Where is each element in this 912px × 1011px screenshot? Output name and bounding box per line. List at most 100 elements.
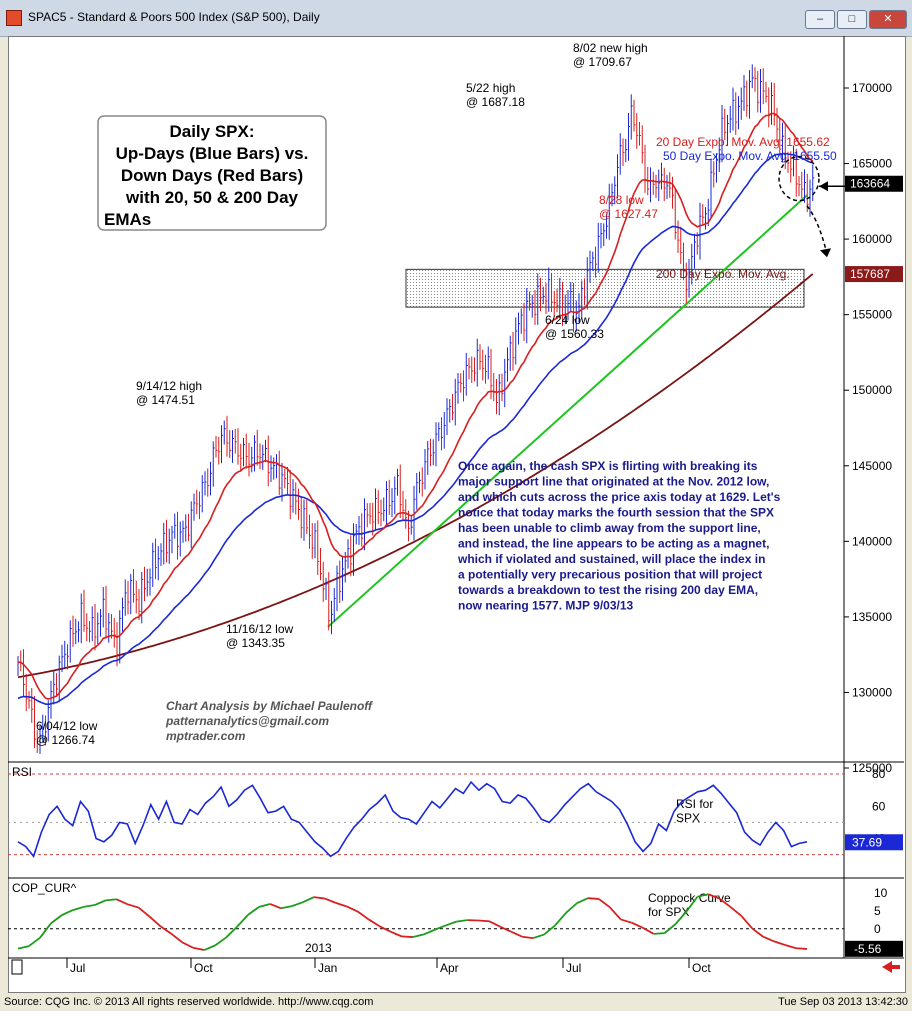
coppock-tick-label: 0 [874, 922, 881, 936]
coppock-segment [72, 905, 85, 911]
coppock-segment [390, 930, 402, 938]
chart-title: with 20, 50 & 200 Day [125, 188, 299, 207]
coppock-segment [609, 906, 622, 921]
minimize-button[interactable]: – [805, 10, 835, 29]
time-tick-label: Jul [566, 961, 581, 975]
time-tick-label: Jan [318, 961, 337, 975]
price-tick-label: 125000 [852, 761, 892, 775]
coppock-tick-label: 5 [874, 904, 881, 918]
price-tick-label: 155000 [852, 308, 892, 322]
coppock-segment [313, 896, 325, 900]
coppock-segment [116, 898, 128, 906]
rsi-tick-label: 80 [872, 767, 886, 781]
coppock-segment [214, 936, 227, 947]
coppock-segment [324, 897, 337, 904]
ema200-line [17, 273, 814, 679]
commentary-text: Once again, the cash SPX is flirting wit… [458, 459, 758, 473]
chart-canvas: 8/02 new high@ 1709.67 5/22 high@ 1687.18… [8, 36, 904, 975]
coppock-segment [740, 915, 753, 930]
scroll-right-arrow-icon [882, 961, 900, 973]
coppock-segment [335, 902, 348, 908]
rsi-label: SPX [676, 811, 700, 825]
coppock-segment [554, 912, 567, 927]
coppock-badge-label: -5.56 [854, 942, 882, 956]
coppock-segment [357, 910, 370, 921]
time-tick-label: Oct [692, 961, 711, 975]
coppock-segment [456, 919, 468, 923]
coppock-segment [181, 941, 194, 949]
coppock-segment [510, 930, 523, 938]
ema20-path [17, 112, 814, 700]
coppock-segment [565, 902, 578, 914]
coppock-segment [598, 898, 611, 908]
coppock-segment [729, 906, 742, 917]
commentary-text: which if violated and sustained, will pl… [457, 552, 765, 566]
annotation-label: 8/28 low [599, 193, 644, 207]
price-tick-label: 135000 [852, 610, 892, 624]
coppock-segment [50, 914, 63, 925]
coppock-segment [631, 921, 644, 929]
projection-arrow-head [820, 248, 832, 258]
ema200-label: 200 Day Expo. Mov. Avg. [656, 267, 790, 281]
ema200-path [17, 273, 814, 679]
coppock-segment [291, 901, 304, 907]
maximize-button[interactable]: □ [837, 10, 867, 29]
coppock-segment [159, 925, 172, 935]
coppock-segment [587, 897, 599, 900]
coppock-segment [258, 903, 271, 908]
panel-frames [8, 36, 904, 959]
coppock-segment [663, 923, 677, 934]
ema20-line [17, 112, 814, 700]
annotation-label: 11/16/12 low [226, 622, 293, 636]
projection-arrow [806, 205, 828, 255]
annotation-label: 5/22 high [466, 81, 515, 95]
credit-text: patternanalytics@gmail.com [165, 714, 329, 728]
coppock-segment [685, 896, 699, 913]
coppock-segment [521, 935, 534, 940]
coppock-segment [773, 940, 786, 946]
coppock-segment [488, 920, 501, 928]
credit-text: mptrader.com [166, 729, 246, 743]
coppock-segment [499, 925, 512, 933]
coppock-segment [532, 933, 545, 940]
year-label: 2013 [305, 941, 332, 955]
price-tick-label: 150000 [852, 383, 892, 397]
coppock-badge [845, 940, 903, 957]
annotation-label: @ 1627.47 [599, 207, 658, 221]
coppock-segment [412, 933, 424, 938]
chart-title: Daily SPX: [169, 122, 254, 141]
coppock-segment [434, 924, 446, 931]
coppock-segment [269, 903, 282, 910]
coppock-segment [576, 897, 589, 905]
price-bars [17, 64, 815, 754]
commentary-text: major support line that originated at th… [458, 475, 769, 489]
coppock-label: for SPX [648, 905, 689, 919]
time-axis: Jul Oct Jan Apr Jul Oct 2013 [11, 941, 900, 975]
commentary-text: has been unable to climb away from the s… [458, 521, 761, 535]
annotation-label: @ 1709.67 [573, 55, 632, 69]
coppock-segment [368, 918, 381, 928]
coppock-segment [379, 925, 391, 933]
commentary-text: a potentially very precarious position t… [458, 568, 762, 582]
rsi-line [17, 780, 808, 858]
coppock-segment [784, 944, 797, 950]
commentary-text: and instead, the line appears to be acti… [458, 537, 769, 551]
coppock-segment [280, 905, 293, 910]
close-button[interactable]: ✕ [869, 10, 907, 29]
coppock-tick-label: 10 [874, 886, 888, 900]
coppock-segment [674, 910, 688, 925]
coppock-segment [708, 893, 720, 900]
coppock-segment [478, 919, 490, 923]
annotation-label: @ 1343.35 [226, 636, 285, 650]
price-badge [845, 266, 903, 283]
coppock-name: COP_CUR^ [12, 881, 77, 895]
coppock-segment [225, 925, 238, 939]
price-badge-label: 157687 [850, 267, 890, 281]
coppock-segment [28, 937, 41, 947]
rsi-badge-label: 37.69 [852, 835, 882, 849]
time-tick-label: Oct [194, 961, 213, 975]
coppock-segment [620, 918, 632, 924]
support-line [327, 194, 808, 628]
coppock-segment [170, 933, 183, 944]
